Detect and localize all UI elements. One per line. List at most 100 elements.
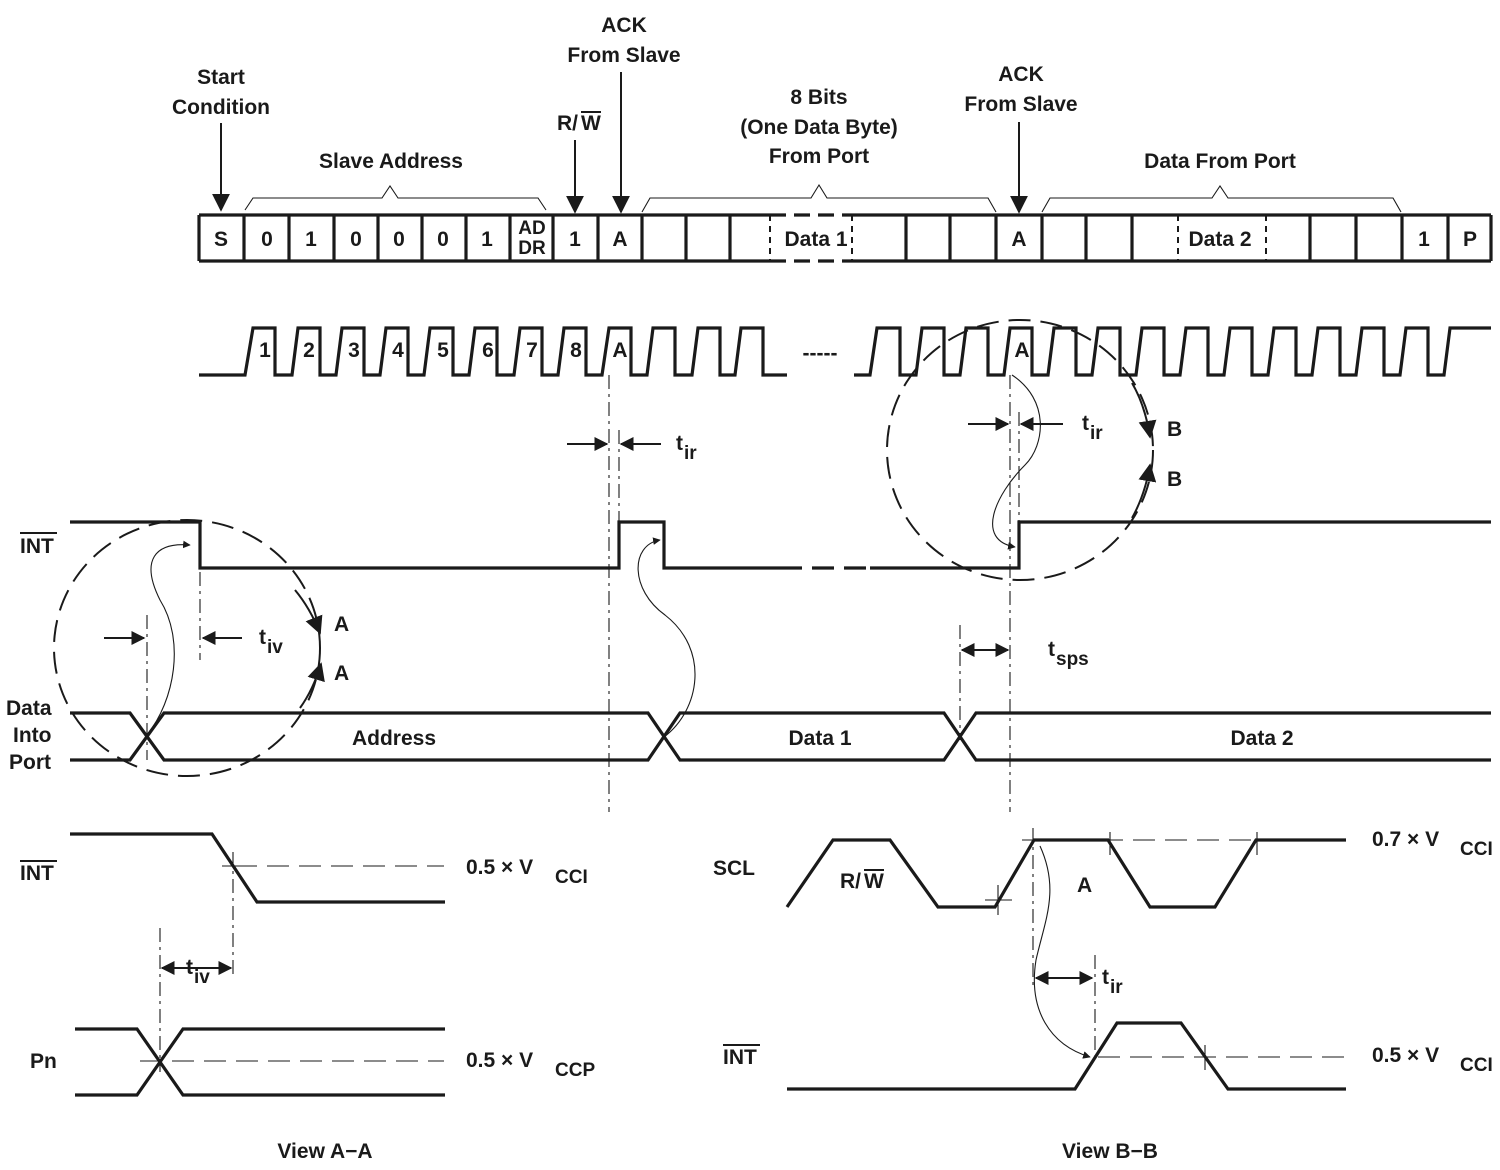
slave-address-label: Slave Address	[319, 150, 463, 173]
svg-text:CCP: CCP	[555, 1060, 595, 1081]
start-condition-label: Start Condition	[172, 66, 270, 119]
frame-cell-data-1: Data 1	[784, 228, 847, 251]
view-b-cause-curve	[1033, 845, 1091, 1059]
int-main-waveform	[70, 520, 780, 570]
svg-text:ACK: ACK	[601, 14, 647, 37]
svg-text:Condition: Condition	[172, 96, 270, 119]
bus-data1: Data 1	[788, 727, 851, 750]
bus-data2: Data 2	[1230, 727, 1293, 750]
view-b-scl-label: SCL	[713, 857, 755, 880]
scl-pulse-label: 3	[348, 339, 360, 362]
svg-text:Start: Start	[197, 66, 245, 89]
svg-text:Port: Port	[9, 751, 51, 774]
view-a-pn-label: Pn	[30, 1050, 57, 1073]
cause-curve-b	[992, 374, 1041, 550]
view-b-mark-a: A	[1077, 874, 1092, 897]
rw-label: R/ W	[557, 111, 601, 135]
data-into-port-label: Data Into Port	[6, 697, 52, 774]
svg-text:(One Data Byte): (One Data Byte)	[740, 116, 898, 139]
i2c-frame-bar	[197, 213, 1493, 263]
view-a-mark: A	[334, 613, 349, 636]
tir-label-2: t ir	[1082, 412, 1103, 444]
tiv-label-1: t iv	[259, 626, 283, 658]
svg-text:CCI: CCI	[1460, 1055, 1493, 1076]
int-main-label: INT	[20, 532, 57, 558]
view-a-circle	[53, 519, 321, 777]
frame-cell-addr-bit: 0	[437, 228, 449, 251]
data-from-port-label: Data From Port	[1144, 150, 1296, 173]
svg-text:From Port: From Port	[769, 145, 869, 168]
frame-cell-addr-bit: 1	[481, 228, 493, 251]
frame-cell-addr-bit: 0	[350, 228, 362, 251]
slave-address-brace	[244, 185, 547, 211]
view-a-arrow-up	[299, 662, 325, 709]
data-bus-waveform	[70, 711, 1491, 762]
frame-cell-s: S	[214, 228, 228, 251]
svg-text:Into: Into	[13, 724, 51, 747]
svg-text:t: t	[1082, 412, 1089, 435]
frame-cell-ack-1: A	[612, 228, 627, 251]
frame-cell-addr-bit: 0	[261, 228, 273, 251]
svg-text:0.5 × V: 0.5 × V	[1372, 1044, 1439, 1067]
svg-text:sps: sps	[1056, 649, 1089, 670]
svg-text:iv: iv	[194, 967, 210, 988]
svg-text:ir: ir	[1090, 423, 1103, 444]
view-b-mark: B	[1167, 468, 1182, 491]
scl-gap: -----	[803, 342, 838, 365]
svg-text:R/: R/	[840, 870, 861, 893]
data1-brace	[641, 183, 997, 213]
ack-from-slave-label-2: ACK From Slave	[964, 63, 1077, 116]
view-a-vccp-label: 0.5 × V CCP	[466, 1049, 595, 1081]
view-b-circle	[886, 319, 1154, 581]
tir-label-1: t ir	[676, 432, 697, 464]
data2-brace	[1041, 185, 1402, 213]
view-b-int-waveform	[787, 1021, 1346, 1091]
frame-cell-rw-bit: 1	[569, 228, 581, 251]
view-a-pn-waveform	[75, 1027, 445, 1097]
svg-text:ir: ir	[684, 443, 697, 464]
svg-text:CCI: CCI	[555, 867, 588, 888]
svg-text:W: W	[581, 112, 601, 135]
view-a-arrow-down	[294, 589, 323, 635]
svg-text:W: W	[864, 870, 884, 893]
view-a-title: View A−A	[277, 1140, 372, 1163]
svg-text:R/: R/	[557, 112, 578, 135]
bus-address: Address	[352, 727, 436, 750]
view-b-tir-label: t ir	[1102, 966, 1123, 998]
svg-text:t: t	[1048, 638, 1055, 661]
cause-curve-a	[146, 540, 191, 736]
view-b-arrow-down	[1131, 382, 1157, 439]
svg-text:ACK: ACK	[998, 63, 1044, 86]
scl-ack2-label: A	[1014, 339, 1029, 362]
view-a-tiv-label: t iv	[186, 956, 210, 988]
view-b-rw-label: R/ W	[840, 869, 884, 893]
view-b-arrow-up	[1131, 463, 1157, 519]
view-b-title: View B−B	[1062, 1140, 1158, 1163]
frame-cell-p: P	[1463, 228, 1477, 251]
svg-text:t: t	[186, 956, 193, 979]
view-b-vcci-high-label: 0.7 × V CCI	[1372, 828, 1493, 860]
frame-cell-ack-2: A	[1011, 228, 1026, 251]
svg-text:t: t	[676, 432, 683, 455]
scl-waveform-right	[854, 326, 1491, 377]
frame-cell-addr-bit: 1	[305, 228, 317, 251]
svg-text:INT: INT	[20, 535, 54, 558]
svg-text:INT: INT	[723, 1046, 757, 1069]
scl-pulse-label: 1	[259, 339, 271, 362]
svg-text:t: t	[1102, 966, 1109, 989]
scl-waveform-left	[199, 326, 787, 377]
frame-cell-data-2: Data 2	[1188, 228, 1251, 251]
svg-text:t: t	[259, 626, 266, 649]
view-a-int-label: INT	[20, 860, 57, 885]
frame-cell-addr-bit: 0	[393, 228, 405, 251]
svg-text:INT: INT	[20, 862, 54, 885]
svg-text:0.5 × V: 0.5 × V	[466, 856, 533, 879]
scl-pulse-label: A	[612, 339, 627, 362]
scl-pulse-label: 4	[392, 339, 404, 362]
ack-from-slave-label-1: ACK From Slave	[567, 14, 680, 67]
view-b-mark: B	[1167, 418, 1182, 441]
svg-text:AD: AD	[518, 218, 545, 239]
svg-text:ir: ir	[1110, 977, 1123, 998]
tsps-label: t sps	[1048, 638, 1089, 670]
